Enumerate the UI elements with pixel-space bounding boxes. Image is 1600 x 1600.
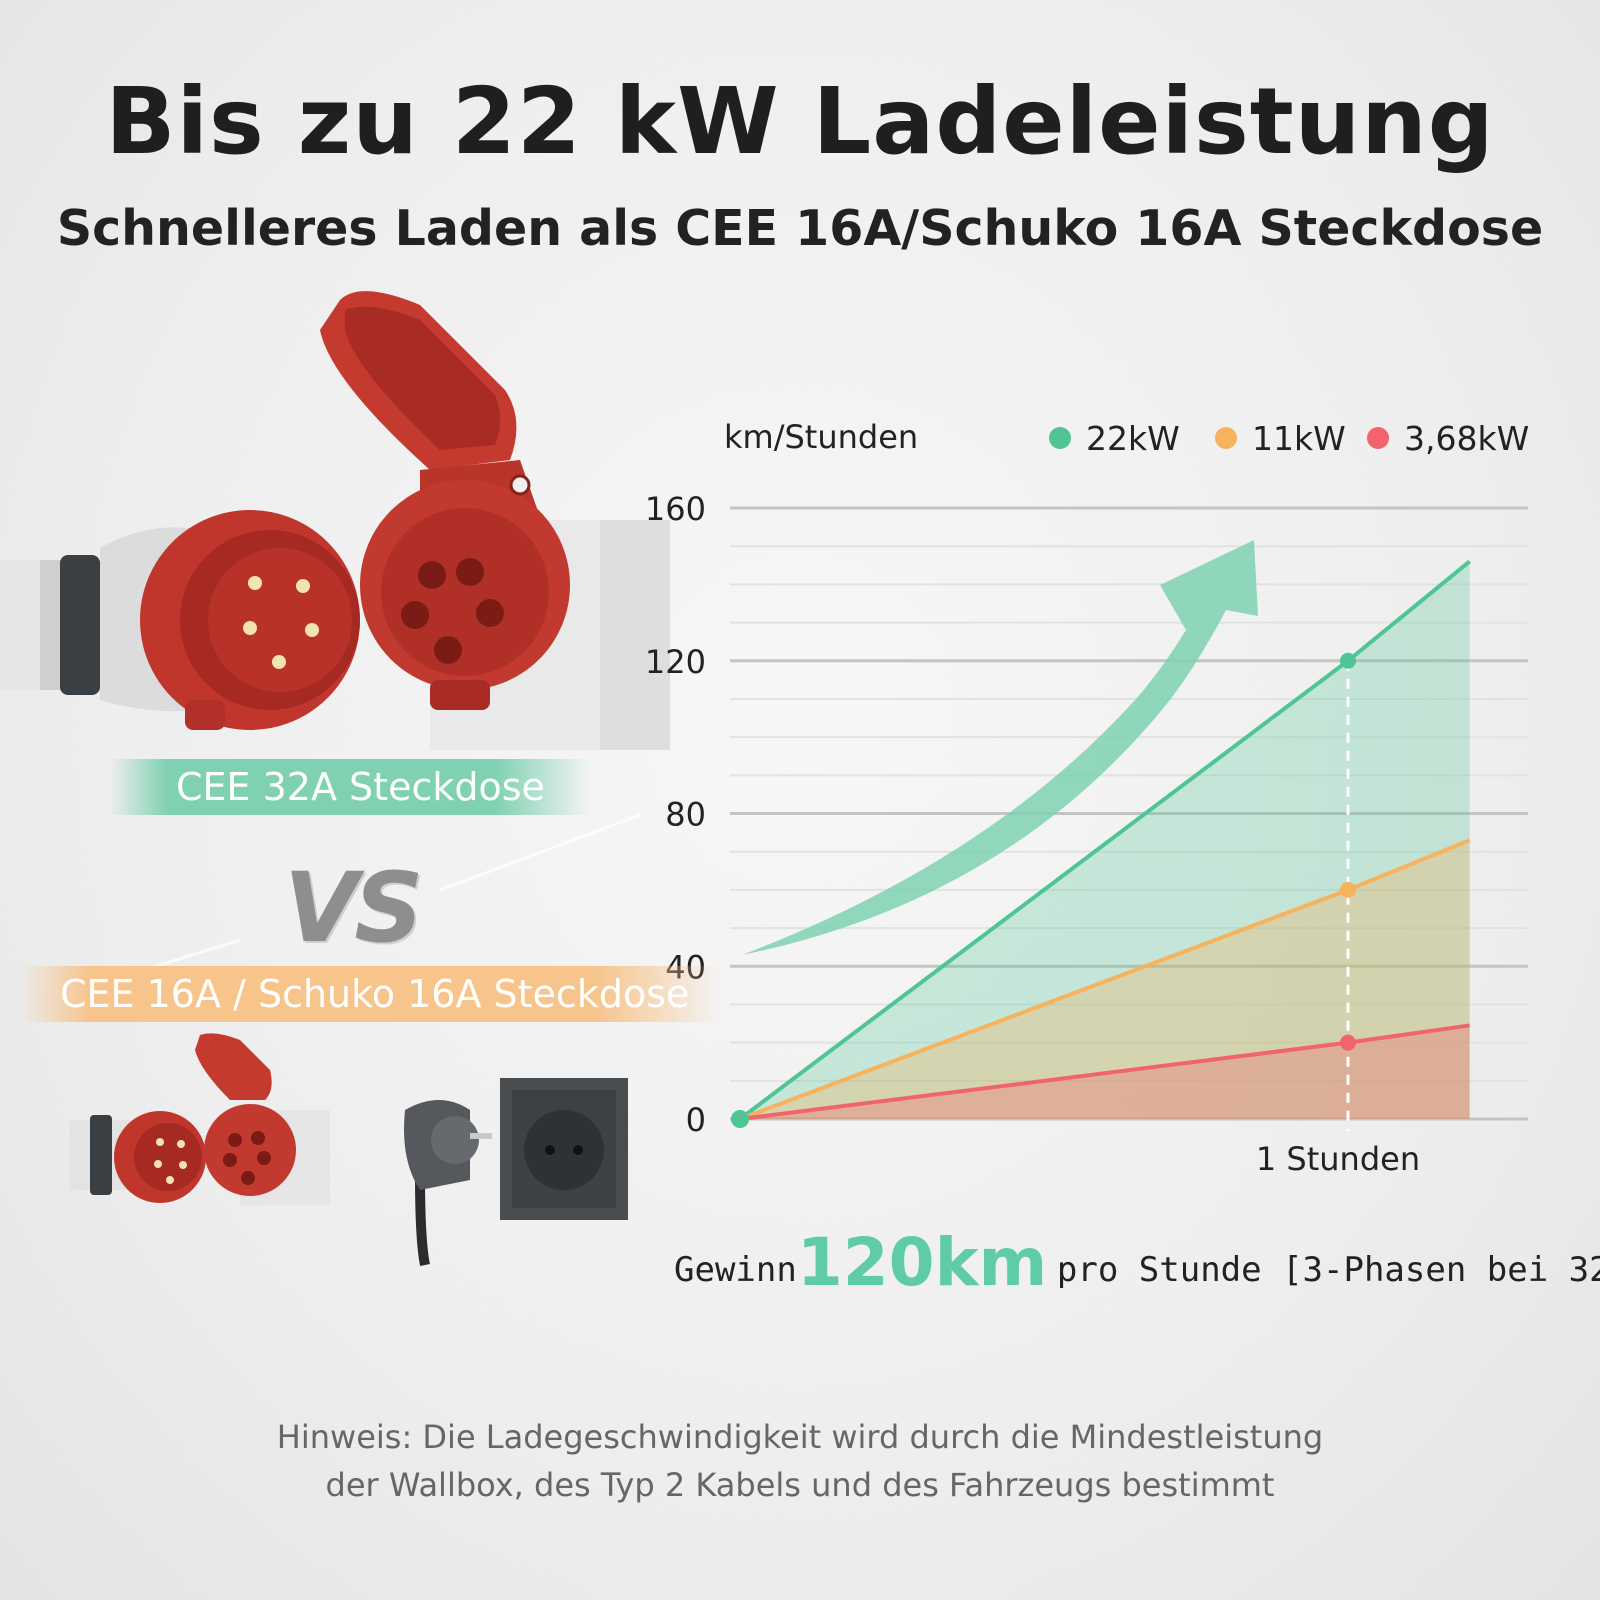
series-area-22kW: [740, 561, 1470, 1119]
y-tick-label: 160: [645, 490, 706, 528]
cee-32a-label: CEE 32A Steckdose: [110, 759, 590, 815]
chart-y-axis-label: km/Stunden: [724, 418, 918, 456]
legend-label-11kW: 11kW: [1252, 419, 1346, 458]
data-point-3,68kW: [1340, 1034, 1356, 1051]
chart-plot-area: 04080120160 km/Stunden 1 Stunden 22kW11k…: [645, 418, 1529, 1178]
chart-data-points: [731, 652, 1356, 1128]
y-tick-label: 0: [686, 1101, 706, 1139]
legend-label-22kW: 22kW: [1086, 419, 1180, 458]
y-tick-label: 120: [645, 643, 706, 681]
data-point-origin: [731, 1110, 749, 1128]
cee-32a-socket-image: [320, 291, 670, 750]
note-line-2: der Wallbox, des Typ 2 Kabels und des Fa…: [325, 1466, 1275, 1504]
legend-dot-3,68kW: [1367, 427, 1389, 449]
data-point-11kW: [1340, 881, 1356, 898]
legend-dot-22kW: [1049, 427, 1071, 449]
note-line-1: Hinweis: Die Ladegeschwindigkeit wird du…: [276, 1418, 1324, 1456]
chart-x-tick-label: 1 Stunden: [1256, 1140, 1420, 1178]
summary-suffix: pro Stunde [3-Phasen bei 32A]: [1056, 1250, 1600, 1290]
cee-16a-schuko-label: CEE 16A / Schuko 16A Steckdose: [20, 966, 720, 1022]
chart-legend: 22kW 11kW 3,68kW: [1049, 419, 1529, 458]
page-subtitle: Schnelleres Laden als CEE 16A/Schuko 16A…: [56, 200, 1544, 257]
cee-32a-plug-image: [0, 510, 360, 730]
vs-label: VS: [284, 852, 423, 964]
chart-major-gridlines: [730, 506, 1528, 1121]
summary-line: Gewinn120km pro Stunde [3-Phasen bei 32A…: [674, 1224, 1600, 1301]
summary-prefix: Gewinn: [674, 1250, 797, 1290]
cee-16a-plug-socket-image: [70, 1033, 330, 1205]
y-tick-label: 80: [665, 796, 706, 834]
data-point-22kW: [1340, 652, 1356, 669]
vs-connector-line: [439, 813, 641, 892]
summary-highlight: 120km: [796, 1224, 1048, 1301]
legend-dot-11kW: [1215, 427, 1237, 449]
growth-arrow: [742, 540, 1258, 955]
schuko-plug-socket-image: [404, 1078, 628, 1266]
series-area-3,68kW: [740, 1025, 1470, 1119]
page-title: Bis zu 22 kW Ladeleistung: [105, 68, 1495, 175]
legend-label-3,68kW: 3,68kW: [1404, 419, 1529, 458]
